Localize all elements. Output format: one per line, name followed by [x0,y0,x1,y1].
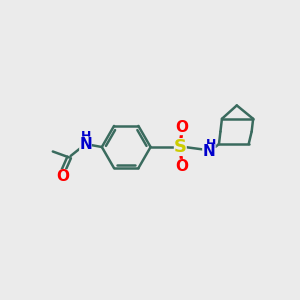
Text: H: H [81,130,91,143]
Text: H: H [206,138,216,152]
Text: N: N [79,136,92,152]
Text: N: N [202,144,215,159]
Text: O: O [175,120,188,135]
Text: S: S [174,138,187,156]
Text: O: O [175,159,188,174]
Text: O: O [56,169,69,184]
